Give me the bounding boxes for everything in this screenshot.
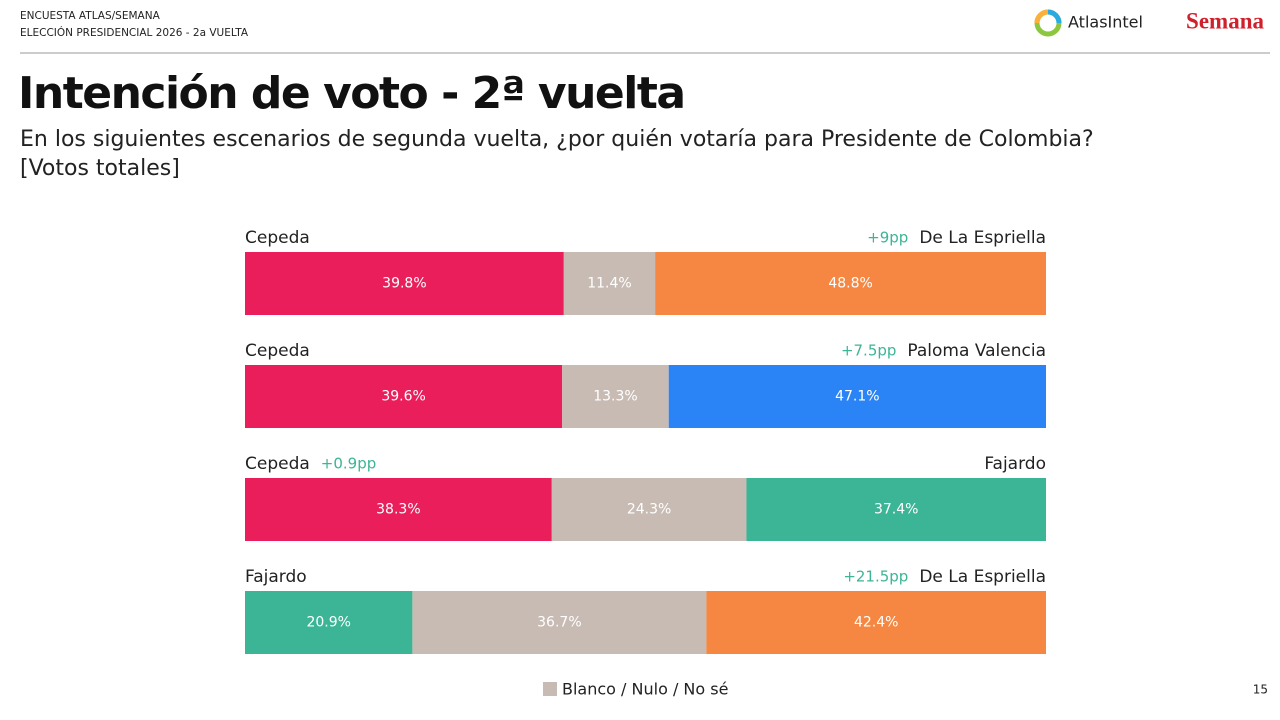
header-line: ELECCIÓN PRESIDENCIAL 2026 - 2a VUELTA: [20, 26, 249, 39]
value-label: 39.8%: [382, 276, 426, 292]
right-candidate: De La Espriella: [919, 228, 1046, 248]
brand-atlas: AtlasIntel: [1068, 13, 1143, 32]
right-candidate: Fajardo: [984, 454, 1046, 474]
value-label: 47.1%: [835, 389, 879, 405]
bar-segment: [245, 591, 413, 654]
value-label: 11.4%: [587, 276, 631, 292]
atlas-icon: [1034, 9, 1062, 37]
value-label: 37.4%: [874, 502, 918, 518]
chart-title: Intención de voto - 2ª vuelta: [18, 68, 685, 119]
bar-segment: [551, 478, 747, 541]
legend-label: Blanco / Nulo / No sé: [562, 680, 728, 699]
bar-segment: [412, 591, 707, 654]
lead-margin: +21.5pp: [843, 568, 908, 586]
bar-segment: [245, 478, 552, 541]
value-label: 36.7%: [537, 615, 581, 631]
right-candidate: De La Espriella: [919, 567, 1046, 587]
bar-segment: [706, 591, 1046, 654]
subtitle: [Votos totales]: [20, 156, 180, 181]
page-number: 15: [1253, 683, 1268, 697]
left-candidate: Fajardo: [245, 567, 307, 587]
lead-margin: +9pp: [867, 229, 908, 247]
header-line: ENCUESTA ATLAS/SEMANA: [20, 10, 161, 22]
value-label: 13.3%: [593, 389, 637, 405]
bar-segment: [655, 252, 1046, 315]
lead-margin: +0.9pp: [321, 455, 376, 473]
bar-segment: [563, 252, 656, 315]
brand-semana: Semana: [1186, 8, 1264, 33]
right-candidate: Paloma Valencia: [907, 341, 1046, 361]
value-label: 24.3%: [627, 502, 671, 518]
left-candidate: Cepeda: [245, 341, 310, 361]
subtitle: En los siguientes escenarios de segunda …: [20, 127, 1094, 152]
value-label: 48.8%: [828, 276, 872, 292]
bar-segment: [245, 365, 563, 428]
bar-segment: [562, 365, 669, 428]
value-label: 39.6%: [381, 389, 425, 405]
lead-margin: +7.5pp: [841, 342, 896, 360]
bar-segment: [668, 365, 1046, 428]
value-label: 42.4%: [854, 615, 898, 631]
bar-segment: [746, 478, 1046, 541]
left-candidate: Cepeda: [245, 454, 310, 474]
left-candidate: Cepeda: [245, 228, 310, 248]
value-label: 20.9%: [306, 615, 350, 631]
value-label: 38.3%: [376, 502, 420, 518]
bar-segment: [245, 252, 564, 315]
legend-swatch: [543, 682, 557, 696]
